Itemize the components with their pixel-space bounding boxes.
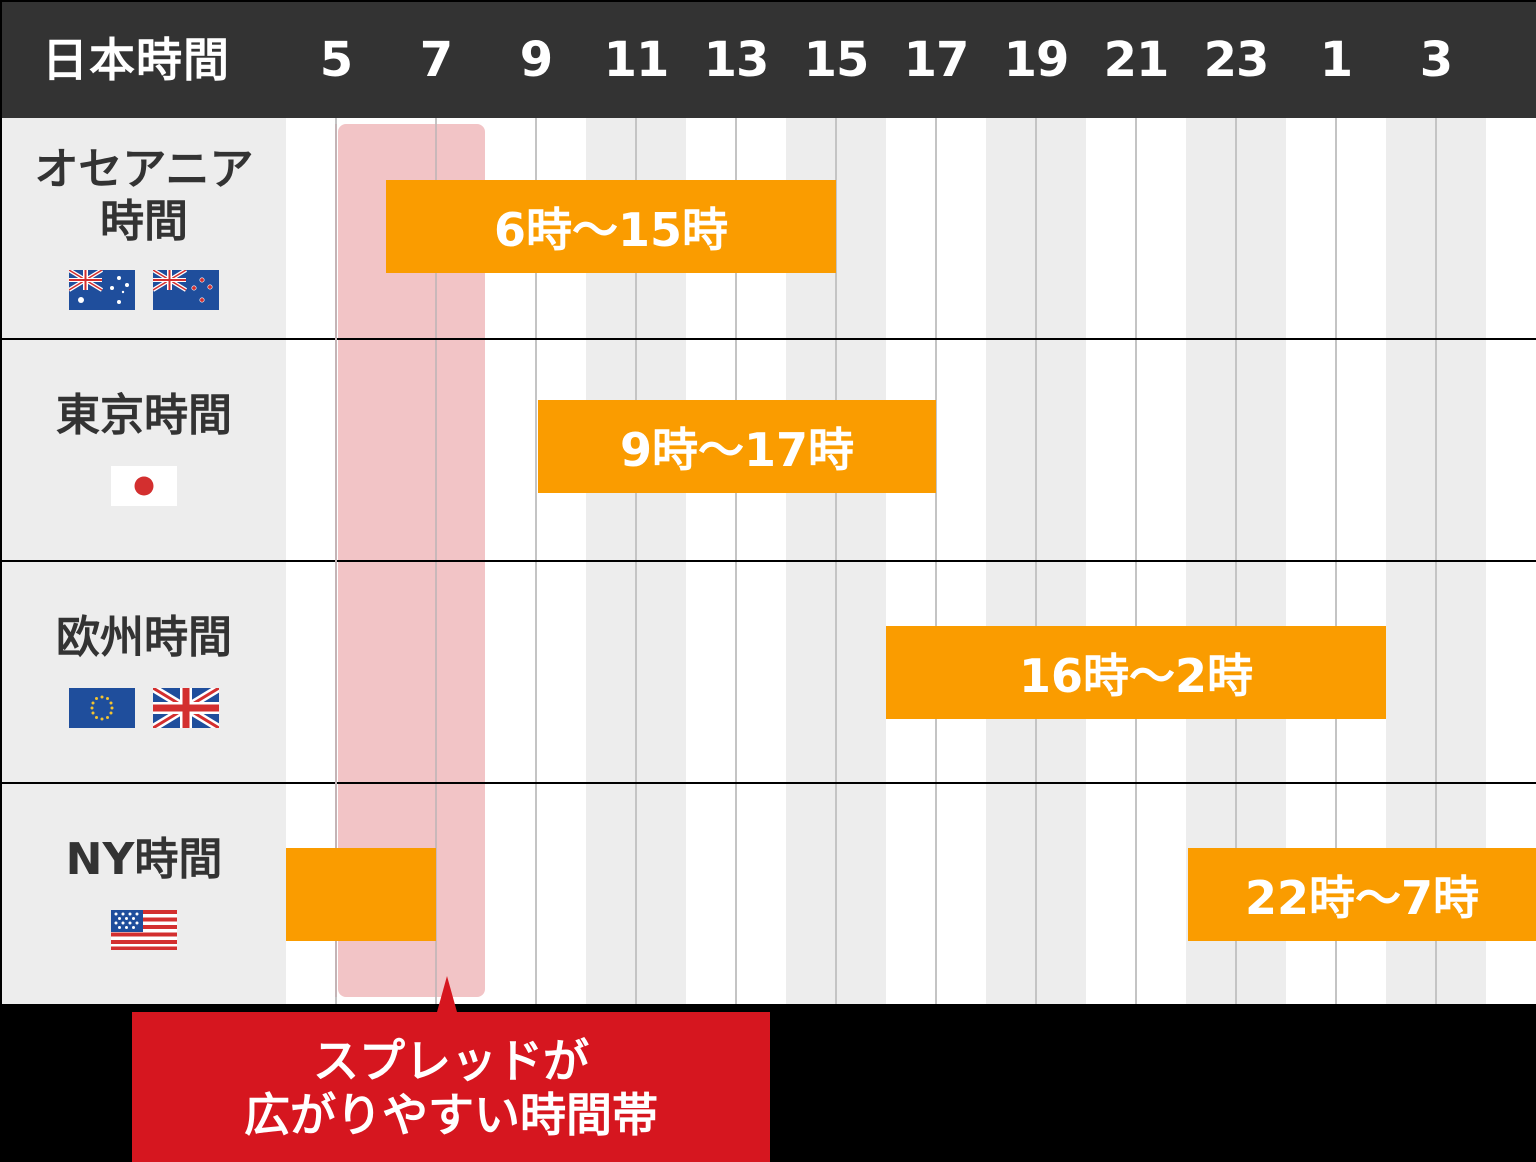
row-label-cell: 欧州時間 bbox=[2, 562, 286, 782]
tick-label: 15 bbox=[803, 32, 870, 88]
axis-title: 日本時間 bbox=[42, 33, 230, 87]
session-bar-newyork-tail bbox=[286, 848, 436, 941]
row-title: オセアニア bbox=[34, 144, 254, 195]
tick-label: 11 bbox=[603, 32, 670, 88]
tick-label: 1 bbox=[1319, 32, 1353, 88]
tick-label: 13 bbox=[703, 32, 770, 88]
row-title-line2: 時間 bbox=[100, 196, 188, 247]
uk-flag-icon bbox=[153, 688, 219, 728]
callout-line2: 広がりやすい時間帯 bbox=[244, 1088, 658, 1142]
flag-group bbox=[2, 910, 286, 950]
session-bar-newyork: 22時〜7時 bbox=[1188, 848, 1536, 941]
tick-label: 19 bbox=[1003, 32, 1070, 88]
row-title: NY時間 bbox=[65, 834, 223, 885]
new-zealand-flag-icon bbox=[153, 270, 219, 310]
row-label-cell: 東京時間 bbox=[2, 340, 286, 560]
flag-group bbox=[2, 688, 286, 728]
session-bar-tokyo: 9時〜17時 bbox=[538, 400, 936, 493]
tick-label: 5 bbox=[319, 32, 353, 88]
time-axis-header: 日本時間 5 7 9 11 13 15 17 19 21 23 1 3 bbox=[2, 2, 1536, 118]
spread-callout: スプレッドが 広がりやすい時間帯 bbox=[132, 1012, 770, 1162]
row-title: 東京時間 bbox=[56, 390, 232, 441]
session-bar-europe: 16時〜2時 bbox=[886, 626, 1386, 719]
eu-flag-icon bbox=[69, 688, 135, 728]
japan-flag-icon bbox=[111, 466, 177, 506]
callout-pointer-arrow-icon bbox=[437, 976, 457, 1012]
row-label-cell: NY時間 bbox=[2, 784, 286, 1004]
australia-flag-icon bbox=[69, 270, 135, 310]
tick-label: 21 bbox=[1103, 32, 1170, 88]
tick-label: 23 bbox=[1203, 32, 1270, 88]
usa-flag-icon bbox=[111, 910, 177, 950]
row-label-cell: オセアニア 時間 bbox=[2, 118, 286, 338]
callout-line1: スプレッドが bbox=[313, 1034, 589, 1088]
tick-label: 17 bbox=[903, 32, 970, 88]
row-title: 欧州時間 bbox=[56, 612, 232, 663]
tick-label: 9 bbox=[519, 32, 553, 88]
flag-group bbox=[2, 466, 286, 506]
session-bar-oceania: 6時〜15時 bbox=[386, 180, 836, 273]
tick-label: 3 bbox=[1419, 32, 1453, 88]
flag-group bbox=[2, 270, 286, 310]
tick-label: 7 bbox=[419, 32, 453, 88]
